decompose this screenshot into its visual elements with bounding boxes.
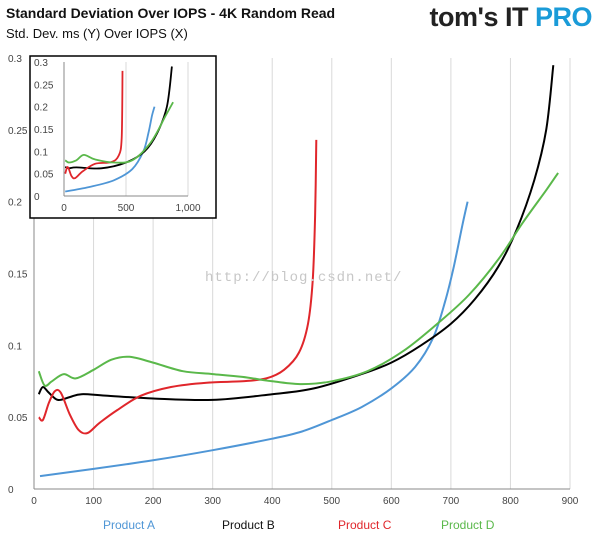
y-tick-label: 0.05 [34, 170, 54, 181]
watermark: http://blog.csdn.net/ [205, 270, 403, 286]
x-tick-label: 300 [204, 496, 221, 507]
x-tick-label: 700 [443, 496, 460, 507]
series-line-product-c [64, 70, 124, 180]
y-tick-label: 0 [8, 485, 14, 496]
y-tick-label: 0.2 [8, 198, 22, 209]
x-tick-label: 600 [383, 496, 400, 507]
y-tick-label: 0.1 [34, 147, 48, 158]
x-tick-label: 200 [145, 496, 162, 507]
x-tick-label: 400 [264, 496, 281, 507]
x-tick-label: 1,000 [175, 203, 200, 214]
series-line-product-d [64, 101, 174, 164]
series-line-product-c [38, 139, 318, 435]
chart-subtitle: Std. Dev. ms (Y) Over IOPS (X) [6, 26, 188, 41]
brand-logo: tom's IT PRO [429, 2, 593, 33]
brand-main: tom's IT [429, 2, 529, 32]
y-tick-label: 0.15 [8, 270, 28, 281]
chart-title: Standard Deviation Over IOPS - 4K Random… [6, 5, 336, 21]
y-tick-label: 0.1 [8, 341, 22, 352]
x-tick-label: 800 [502, 496, 519, 507]
brand-accent: PRO [534, 2, 593, 32]
legend-item-product-a: Product A [103, 518, 156, 532]
y-tick-label: 0.3 [8, 54, 22, 65]
legend-item-product-d: Product D [441, 518, 495, 532]
x-tick-label: 100 [85, 496, 102, 507]
y-tick-label: 0 [34, 192, 40, 203]
y-tick-label: 0.15 [34, 125, 54, 136]
x-tick-label: 500 [323, 496, 340, 507]
x-tick-label: 0 [61, 203, 67, 214]
x-tick-label: 900 [562, 496, 579, 507]
series-line-product-d [37, 172, 559, 387]
y-tick-label: 0.25 [8, 126, 28, 137]
series-line-product-a [65, 106, 156, 193]
y-tick-label: 0.05 [8, 413, 28, 424]
inset-plot: 0 500 1,000 0 0.05 0.1 0.15 0.2 0.25 0.3 [29, 55, 217, 219]
legend-item-product-b: Product B [222, 518, 275, 532]
y-tick-label: 0.3 [34, 58, 48, 69]
y-tick-label: 0.25 [34, 80, 54, 91]
series-line-product-a [39, 201, 469, 478]
legend-item-product-c: Product C [338, 518, 392, 532]
x-tick-label: 0 [31, 496, 37, 507]
x-tick-label: 500 [118, 203, 135, 214]
y-tick-label: 0.2 [34, 103, 48, 114]
